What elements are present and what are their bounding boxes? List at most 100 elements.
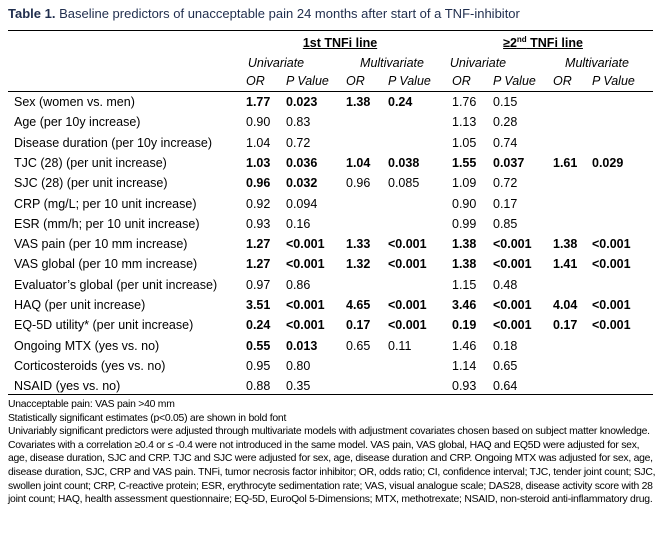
cell: 1.55	[452, 155, 477, 170]
row-label: EQ-5D utility* (per unit increase)	[14, 318, 194, 333]
cell: 0.037	[493, 155, 525, 170]
cell: 1.03	[246, 155, 271, 170]
cell: 0.96	[246, 176, 271, 191]
cell: 0.93	[452, 379, 477, 394]
footnote: Unacceptable pain: VAS pain >40 mm	[8, 399, 175, 410]
row-label: Ongoing MTX (yes vs. no)	[14, 338, 160, 353]
title-text: Baseline predictors of unacceptable pain…	[59, 6, 520, 21]
cell: 1.27	[246, 237, 271, 252]
subgroup-header: Multivariate	[565, 56, 629, 70]
cell: <0.001	[592, 318, 631, 333]
row-label: NSAID (yes vs. no)	[14, 379, 121, 394]
row-label: Sex (women vs. men)	[14, 95, 135, 109]
cell: <0.001	[286, 237, 325, 252]
group-text: 1st TNFi line	[302, 36, 378, 50]
column-header: OR	[246, 74, 265, 88]
row-label: VAS global (per 10 mm increase)	[14, 257, 198, 272]
cell: 0.96	[346, 176, 371, 191]
column-header: P Value	[286, 74, 329, 88]
cell: 0.24	[388, 95, 413, 109]
cell: <0.001	[493, 257, 532, 272]
cell: 1.61	[553, 155, 578, 170]
cell: <0.001	[286, 318, 325, 333]
cell: 0.55	[246, 338, 271, 353]
cell: 0.80	[286, 358, 311, 373]
cell: 0.83	[286, 115, 311, 130]
cell: 0.28	[493, 115, 518, 130]
row-label: SJC (28) (per unit increase)	[14, 176, 168, 191]
footnote: Statistically significant estimates (p<0…	[8, 412, 287, 424]
row-label: Age (per 10y increase)	[14, 115, 141, 130]
cell: 0.95	[246, 358, 271, 373]
cell: 0.85	[493, 216, 518, 231]
cell: 0.036	[286, 155, 318, 170]
cell: 0.93	[246, 216, 271, 231]
group-text: ≥2	[503, 36, 517, 50]
cell: <0.001	[493, 298, 532, 312]
cell: 0.17	[553, 318, 578, 333]
cell: 1.27	[246, 257, 271, 272]
subgroup-header: Univariate	[449, 56, 507, 70]
cell: 0.99	[452, 216, 477, 231]
column-header: P Value	[493, 74, 536, 88]
cell: 0.92	[246, 196, 271, 211]
subgroup-header: Multivariate	[360, 56, 424, 70]
cell: 0.64	[493, 379, 518, 394]
cell: 0.013	[286, 338, 318, 353]
footnote: Univariably significant predictors were …	[8, 426, 656, 506]
cell: 4.04	[553, 298, 578, 312]
cell: 0.19	[452, 318, 477, 333]
cell: 0.90	[452, 196, 477, 211]
cell: 1.38	[452, 257, 477, 272]
cell: 1.76	[452, 95, 477, 109]
cell: 0.90	[246, 115, 271, 130]
rule	[8, 30, 653, 31]
group-header: ≥2nd TNFi line	[503, 35, 583, 51]
cell: 1.77	[246, 95, 271, 109]
cell: <0.001	[388, 318, 427, 333]
footnotes: Unacceptable pain: VAS pain >40 mm Statis…	[8, 398, 656, 507]
cell: <0.001	[592, 237, 631, 252]
cell: 1.09	[452, 176, 477, 191]
cell: 0.65	[346, 338, 371, 353]
cell: <0.001	[286, 298, 325, 312]
cell: 0.18	[493, 338, 518, 353]
cell: <0.001	[388, 298, 427, 312]
column-header: OR	[452, 74, 471, 88]
cell: 0.094	[286, 196, 318, 211]
cell: 4.65	[346, 298, 371, 312]
row-label: Evaluator’s global (per unit increase)	[14, 277, 218, 292]
cell: 1.05	[452, 135, 477, 150]
cell: 0.029	[592, 155, 624, 170]
cell: 1.38	[452, 237, 477, 252]
cell: <0.001	[592, 298, 631, 312]
column-header: OR	[346, 74, 365, 88]
group-sup: nd	[516, 34, 527, 44]
cell: 1.33	[346, 237, 371, 252]
cell: 0.16	[286, 216, 311, 231]
cell: 1.04	[246, 135, 271, 150]
cell: 0.17	[346, 318, 371, 333]
cell: 1.38	[346, 95, 371, 109]
row-label: Corticosteroids (yes vs. no)	[14, 358, 166, 373]
cell: <0.001	[286, 257, 325, 272]
cell: 1.15	[452, 277, 477, 292]
row-label: HAQ (per unit increase)	[14, 298, 146, 312]
cell: 0.88	[246, 379, 271, 394]
row-label: CRP (mg/L; per 10 unit increase)	[14, 196, 197, 211]
cell: <0.001	[388, 257, 427, 272]
cell: 0.48	[493, 277, 518, 292]
column-header: OR	[553, 74, 572, 88]
cell: 0.65	[493, 358, 518, 373]
row-label: ESR (mm/h; per 10 unit increase)	[14, 216, 200, 231]
row-label: TJC (28) (per unit increase)	[14, 155, 167, 170]
table-title: Table 1. Baseline predictors of unaccept…	[8, 6, 520, 21]
cell: 1.32	[346, 257, 371, 272]
cell: 0.35	[286, 379, 311, 394]
cell: 0.11	[388, 338, 412, 353]
cell: 3.51	[246, 298, 271, 312]
cell: 1.13	[452, 115, 477, 130]
cell: 1.04	[346, 155, 371, 170]
rule	[8, 91, 653, 92]
